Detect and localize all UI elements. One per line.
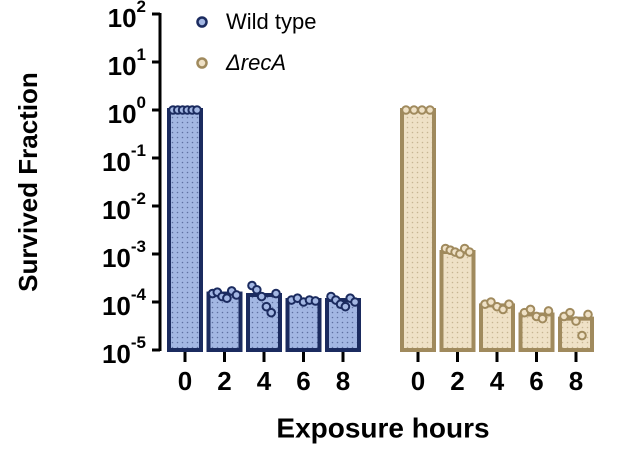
legend-label: Wild type: [226, 9, 316, 34]
data-point: [486, 297, 496, 307]
data-point: [504, 299, 514, 309]
data-point: [571, 316, 581, 326]
y-tick-base: 10: [102, 339, 131, 369]
data-point: [340, 301, 351, 312]
data-point: [583, 309, 593, 320]
data-point: [310, 296, 321, 306]
data-point: [543, 306, 554, 316]
x-tick-label: 6: [529, 366, 543, 396]
y-tick-exp: 1: [137, 45, 146, 64]
x-tick-label: 2: [450, 366, 464, 396]
x-tick-label: 4: [490, 366, 505, 396]
legend-label: ΔrecA: [225, 50, 286, 75]
data-point: [261, 301, 272, 312]
y-tick-base: 10: [102, 195, 131, 225]
data-point: [498, 304, 508, 315]
data-point: [266, 307, 277, 318]
x-tick-label: 0: [411, 366, 425, 396]
data-point: [271, 288, 281, 299]
bar: [285, 298, 322, 352]
y-tick-label: 101: [108, 45, 146, 80]
y-tick-exp: 0: [137, 93, 146, 112]
y-tick-label: 10-1: [102, 141, 146, 176]
x-tick-label: 0: [178, 366, 192, 396]
data-point: [464, 247, 475, 257]
data-point: [565, 307, 575, 318]
bar: [400, 108, 436, 352]
x-tick-label: 6: [296, 366, 310, 396]
bar: [439, 250, 476, 352]
data-point: [350, 297, 360, 307]
y-tick-label: 10-3: [102, 237, 146, 272]
data-point: [409, 105, 419, 115]
y-tick-exp: 2: [137, 0, 146, 16]
y-tick-exp: -5: [131, 333, 146, 352]
data-point: [425, 105, 435, 115]
y-axis-label: Survived Fraction: [13, 72, 43, 292]
bar: [167, 108, 203, 352]
data-point: [256, 291, 267, 302]
y-tick-base: 10: [102, 243, 131, 273]
y-tick-exp: -4: [131, 285, 147, 304]
legend-marker: [196, 16, 208, 28]
data-point: [525, 304, 536, 315]
legend-marker: [196, 57, 208, 69]
x-tick-label: 4: [257, 366, 272, 396]
data-point: [417, 105, 427, 115]
y-tick-label: 10-4: [102, 285, 147, 320]
bar: [479, 303, 515, 352]
y-tick-label: 10-2: [102, 189, 146, 224]
y-tick-exp: -3: [131, 237, 146, 256]
y-tick-base: 10: [108, 51, 137, 81]
data-point: [192, 105, 202, 115]
y-tick-label: 100: [108, 93, 146, 128]
data-point: [231, 290, 242, 300]
y-tick-label: 10-5: [102, 333, 146, 368]
x-tick-label: 8: [569, 366, 583, 396]
data-point: [577, 330, 587, 341]
x-axis-label: Exposure hours: [276, 412, 489, 443]
data-point: [222, 293, 232, 303]
data-point: [401, 105, 411, 115]
y-tick-label: 102: [108, 0, 146, 33]
x-tick-label: 2: [217, 366, 231, 396]
data-point: [251, 284, 262, 295]
y-tick-base: 10: [108, 3, 137, 33]
x-tick-label: 8: [336, 366, 350, 396]
data-point: [537, 313, 548, 324]
y-tick-base: 10: [102, 291, 131, 321]
y-tick-base: 10: [108, 99, 137, 129]
bar: [325, 298, 361, 352]
y-tick-base: 10: [102, 147, 131, 177]
y-tick-exp: -1: [131, 141, 146, 160]
y-tick-exp: -2: [131, 189, 146, 208]
